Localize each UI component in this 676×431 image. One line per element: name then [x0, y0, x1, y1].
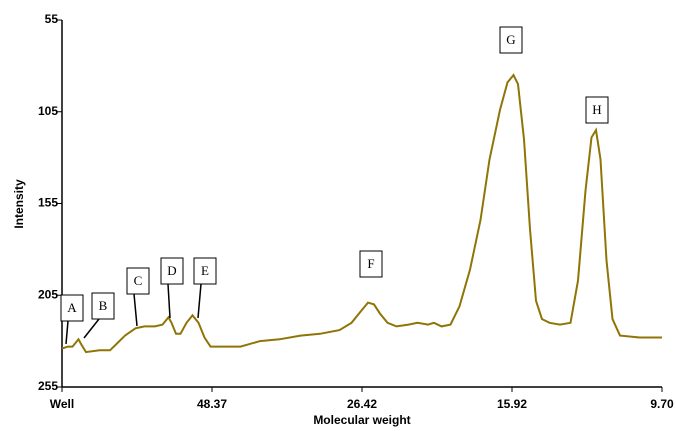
y-axis-label: Intensity	[12, 179, 26, 229]
annotation-box	[359, 250, 383, 278]
x-tick-label: Well	[50, 397, 74, 411]
y-tick-label: 205	[38, 287, 58, 301]
leader-line	[65, 320, 69, 345]
annotation: A	[67, 300, 77, 315]
annotation-box	[585, 96, 609, 124]
x-tick-label: 15.92	[497, 397, 527, 411]
y-tick-label: 255	[38, 379, 58, 393]
annotation-box	[60, 294, 84, 322]
annotation: H	[592, 102, 601, 117]
leader-line	[167, 283, 171, 319]
y-tick-label: 105	[38, 104, 58, 118]
annotation-box	[91, 292, 115, 320]
x-tick-label: 9.70	[650, 397, 674, 411]
annotation: G	[506, 32, 515, 47]
leader-line	[83, 318, 100, 339]
annotation: E	[201, 263, 209, 278]
y-tick-label: 155	[38, 196, 58, 210]
annotation-box	[126, 267, 150, 295]
x-tick-label: 26.42	[347, 397, 377, 411]
y-tick-label: 55	[45, 12, 59, 26]
annotation: B	[99, 298, 108, 313]
annotation: F	[367, 256, 374, 271]
line	[61, 73, 662, 354]
x-axis-label: Molecular weight	[313, 413, 410, 427]
annotation: D	[167, 263, 176, 278]
leader-line	[133, 293, 138, 327]
annotation-box	[499, 26, 523, 54]
annotation-box	[160, 257, 184, 285]
annotation: C	[134, 273, 143, 288]
x-tick-label: 48.37	[197, 397, 227, 411]
leader-line	[197, 283, 202, 319]
annotation-box	[193, 257, 217, 285]
